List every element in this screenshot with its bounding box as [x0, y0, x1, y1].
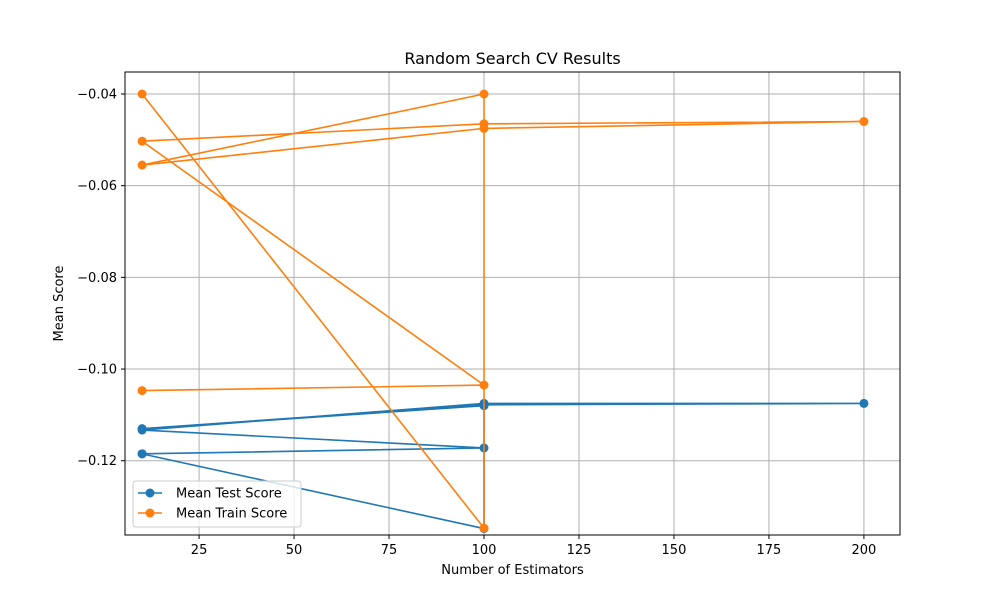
data-point: [137, 136, 147, 146]
y-tick-label: −0.12: [77, 454, 117, 469]
data-point: [479, 380, 489, 390]
legend-marker-train: [145, 508, 155, 518]
data-point: [137, 89, 147, 99]
legend-label-train: Mean Train Score: [176, 507, 287, 522]
legend: Mean Test Score Mean Train Score: [132, 480, 302, 528]
series-group: [137, 89, 869, 534]
x-tick-label: 200: [851, 543, 876, 558]
data-point: [859, 398, 869, 408]
x-tick-label: 50: [286, 543, 303, 558]
data-point: [137, 424, 147, 434]
y-tick-label: −0.10: [77, 363, 117, 378]
x-tick-label: 125: [567, 543, 592, 558]
x-tick-label: 175: [757, 543, 782, 558]
data-point: [859, 117, 869, 127]
data-point: [137, 160, 147, 170]
y-tick-label: −0.08: [77, 271, 117, 286]
y-tick-label: −0.06: [77, 179, 117, 194]
x-tick-label: 100: [472, 543, 497, 558]
x-tick-label: 150: [662, 543, 687, 558]
data-point: [137, 449, 147, 459]
y-tick-label: −0.04: [77, 88, 117, 103]
gridlines: [125, 72, 900, 535]
data-point: [137, 386, 147, 396]
data-point: [479, 523, 489, 533]
axis-ticks: 25 50 75 100 125 150 175 200 −0.12 −0.10 −0.08 −0.0…: [77, 88, 876, 558]
series-line: [141, 93, 865, 529]
x-axis-label: Number of Estimators: [441, 563, 584, 578]
x-tick-label: 25: [191, 543, 208, 558]
chart-title: Random Search CV Results: [404, 49, 620, 68]
legend-marker-test: [145, 488, 155, 498]
legend-label-test: Mean Test Score: [176, 487, 282, 502]
data-point: [479, 89, 489, 99]
plot-area-frame: [124, 71, 901, 536]
data-point: [479, 123, 489, 133]
y-axis-label: Mean Score: [52, 266, 67, 342]
x-tick-label: 75: [381, 543, 398, 558]
legend-box: [132, 480, 302, 528]
series-mean-train-score: [137, 89, 869, 533]
